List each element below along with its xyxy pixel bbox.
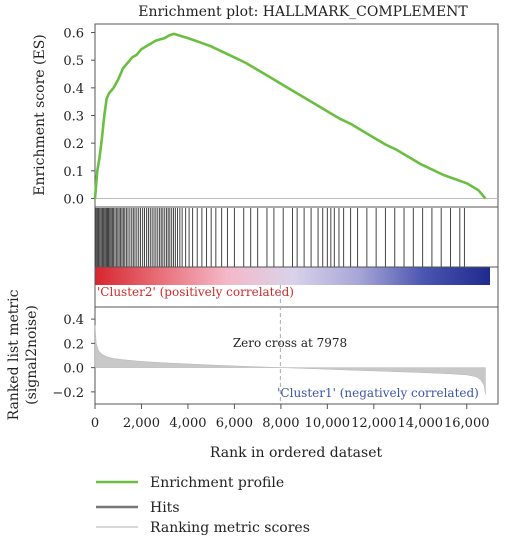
metric-y-axis-label-line1: Ranked list metric — [6, 289, 22, 420]
metric-y-tick-label: −0.2 — [52, 386, 84, 401]
es-y-tick-label: 0.1 — [63, 165, 84, 180]
chart-title: Enrichment plot: HALLMARK_COMPLEMENT — [138, 4, 468, 20]
legend-label-hits: Hits — [150, 500, 180, 516]
es-y-tick-label: 0.0 — [63, 192, 84, 207]
x-tick-label: 8,000 — [262, 416, 299, 431]
negative-correlation-label: 'Cluster1' (negatively correlated) — [277, 386, 479, 400]
x-tick-label: 2,000 — [123, 416, 160, 431]
es-y-tick-label: 0.2 — [63, 137, 84, 152]
metric-panel: 0.4 0.2 0.0 −0.2 Zero cross at 7978 'Cluste… — [6, 285, 499, 420]
legend: Enrichment profile Hits Ranking metric s… — [96, 475, 310, 536]
es-y-axis: 0.0 0.1 0.2 0.3 0.4 0.5 0.6 — [63, 27, 95, 207]
positive-correlation-label: 'Cluster2' (positively correlated) — [97, 285, 294, 299]
hits-marks — [95, 208, 465, 267]
metric-y-tick-label: 0.2 — [63, 337, 84, 352]
metric-y-axis: 0.4 0.2 0.0 −0.2 — [52, 313, 95, 401]
metric-y-tick-label: 0.0 — [63, 362, 84, 377]
zero-cross-label: Zero cross at 7978 — [233, 336, 347, 350]
metric-y-tick-label: 0.4 — [63, 313, 84, 328]
legend-label-enrichment-profile: Enrichment profile — [150, 475, 284, 491]
es-y-tick-label: 0.5 — [63, 54, 84, 69]
es-y-tick-label: 0.4 — [63, 82, 84, 97]
es-panel: 0.0 0.1 0.2 0.3 0.4 0.5 0.6 Enrichment score (… — [32, 23, 499, 208]
es-y-tick-label: 0.3 — [63, 110, 84, 125]
x-tick-label: 14,000 — [398, 416, 444, 431]
x-tick-label: 16,000 — [444, 416, 490, 431]
ranking-gradient-bar — [95, 267, 490, 285]
es-y-axis-label: Enrichment score (ES) — [32, 34, 48, 196]
enrichment-profile-line — [93, 32, 487, 200]
x-tick-label: 12,000 — [351, 416, 397, 431]
x-tick-label: 10,000 — [305, 416, 351, 431]
x-tick-label: 6,000 — [216, 416, 253, 431]
es-y-tick-label: 0.6 — [63, 27, 84, 42]
es-panel-frame — [94, 23, 499, 208]
ranking-metric-area — [94, 325, 486, 395]
x-tick-label: 0 — [91, 416, 99, 431]
legend-label-ranking-metric: Ranking metric scores — [150, 520, 310, 536]
x-axis: 0 2,000 4,000 6,000 8,000 10,000 12,000 14,000 1… — [91, 404, 490, 431]
x-axis-label: Rank in ordered dataset — [210, 445, 383, 461]
x-tick-label: 4,000 — [169, 416, 206, 431]
hits-panel — [94, 206, 499, 268]
metric-y-axis-label-line2: (signal2noise) — [24, 305, 40, 405]
